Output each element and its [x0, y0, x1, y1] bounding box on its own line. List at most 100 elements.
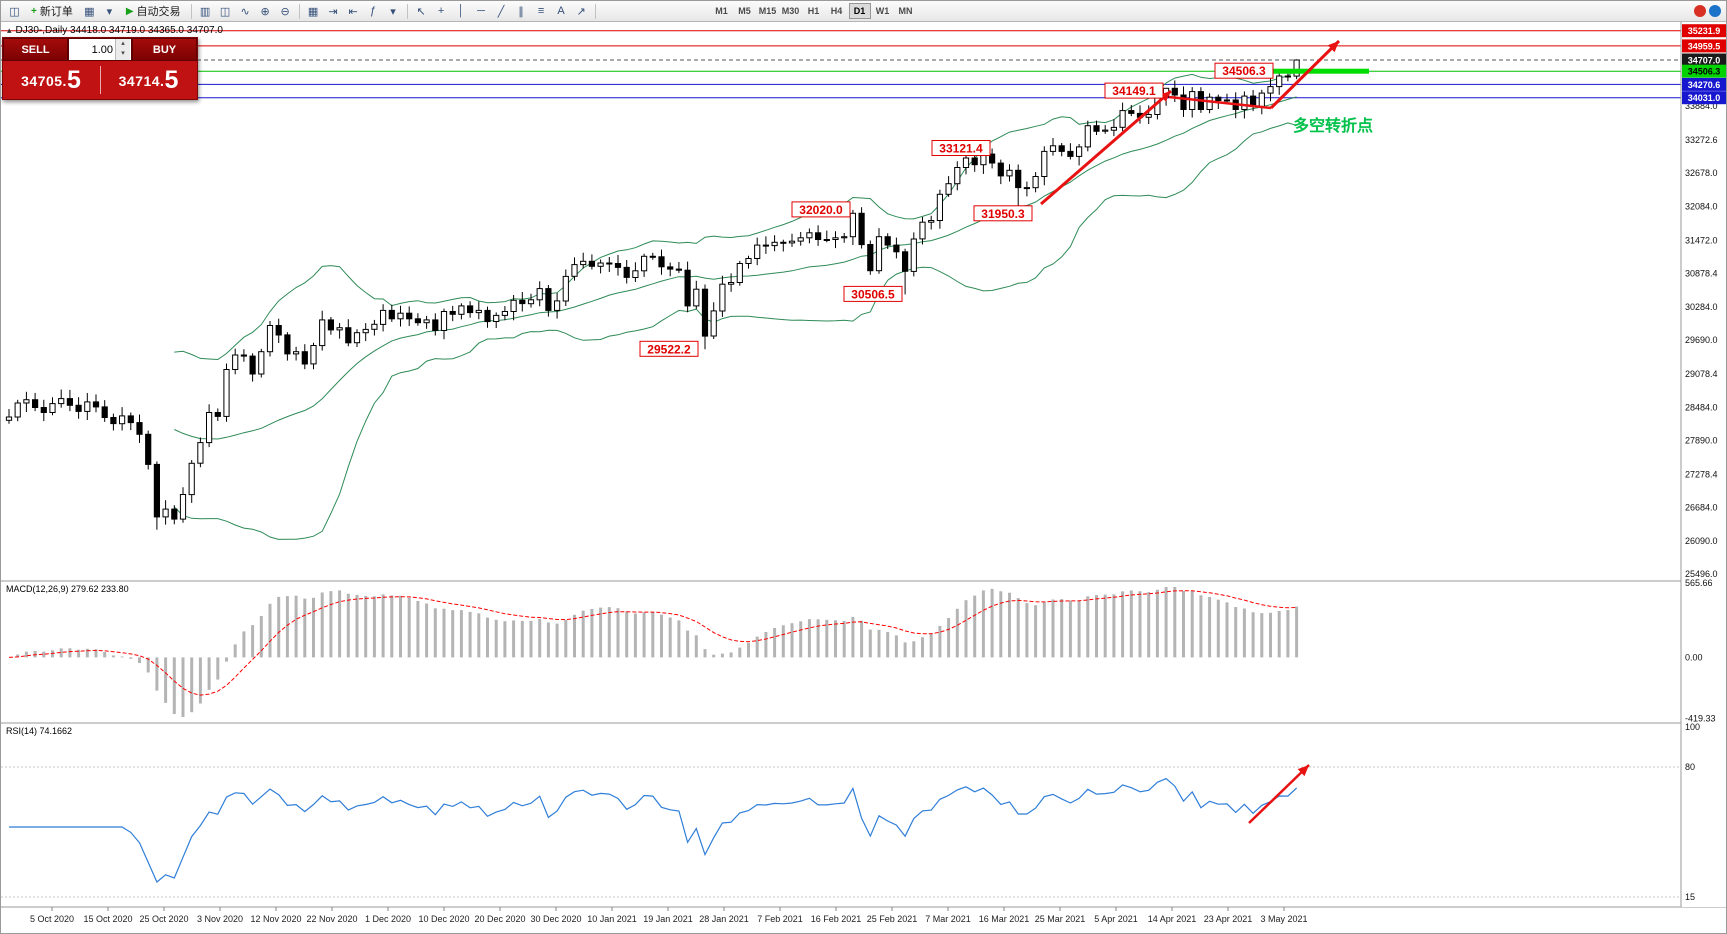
line-chart-icon[interactable]: ∿: [240, 5, 250, 18]
timeframe-d1[interactable]: D1: [848, 3, 871, 19]
svg-text:34506.3: 34506.3: [1222, 64, 1266, 78]
indicators-icon[interactable]: ƒ: [369, 5, 377, 17]
svg-text:10 Dec 2020: 10 Dec 2020: [418, 914, 469, 924]
svg-text:25 Feb 2021: 25 Feb 2021: [867, 914, 918, 924]
svg-text:34149.1: 34149.1: [1112, 84, 1156, 98]
chart-symbol-icon: ▴: [7, 25, 12, 35]
chart-background: [1, 22, 1726, 933]
ask-price: 34714.5: [118, 65, 179, 94]
volume-down-icon[interactable]: ▾: [121, 50, 125, 57]
volume-input[interactable]: [69, 39, 115, 60]
candlestick-chart-icon[interactable]: ◫: [219, 5, 231, 18]
toolbar: ◫ + 新订单 ▦ ▾ ▶ 自动交易 ▥ ◫ ∿ ⊕ ⊖ ▦ ⇥ ⇤ ƒ ▾ ↖ + │ ─ ╱ ∥ ≡ A ↗ M1 M5 M15 M3…: [1, 1, 1726, 22]
toolbar-separator: [190, 3, 192, 19]
svg-text:100: 100: [1685, 722, 1700, 732]
horizontal-lines[interactable]: [1, 30, 1681, 99]
tile-windows-icon[interactable]: ▦: [307, 5, 319, 18]
svg-text:30878.4: 30878.4: [1685, 269, 1718, 279]
svg-text:26684.0: 26684.0: [1685, 503, 1718, 513]
metaeditor-icon[interactable]: ▦: [84, 5, 95, 18]
new-order-button-label: 新订单: [39, 6, 73, 18]
bollinger-middle-band: [174, 96, 1297, 440]
trendline-icon[interactable]: ╱: [497, 5, 505, 18]
indicators-caret-icon[interactable]: ▾: [390, 5, 396, 18]
turning-point-note[interactable]: 多空转折点: [1293, 116, 1373, 135]
volume-spinner: ▴ ▾: [115, 39, 130, 60]
new-chart-icon[interactable]: ◫: [9, 5, 20, 18]
channel-icon[interactable]: ∥: [518, 5, 524, 18]
timeframe-m5[interactable]: M5: [738, 6, 751, 16]
macd-label: MACD(12,26,9) 279.62 233.80: [6, 584, 129, 594]
auto-trading-button-icon: ▶: [125, 5, 134, 17]
price-annotations[interactable]: 34506.3 34149.1 33121.4 32020.0 31950.3 30506…: [639, 62, 1274, 357]
toolbar-separator: [406, 3, 408, 19]
svg-text:25496.0: 25496.0: [1685, 569, 1718, 579]
price-axis[interactable]: 33884.0 33272.6 32678.0 32084.0 31472.0 30878…: [1680, 22, 1727, 907]
svg-text:28 Jan 2021: 28 Jan 2021: [699, 914, 749, 924]
trend-arrows[interactable]: [1040, 39, 1341, 206]
svg-text:80: 80: [1685, 762, 1695, 772]
svg-text:1 Dec 2020: 1 Dec 2020: [365, 914, 411, 924]
svg-text:7 Feb 2021: 7 Feb 2021: [757, 914, 803, 924]
profiles-caret-icon[interactable]: ▾: [106, 5, 113, 18]
svg-text:29690.0: 29690.0: [1685, 335, 1718, 345]
svg-text:25 Mar 2021: 25 Mar 2021: [1035, 914, 1086, 924]
timeframe-mn[interactable]: MN: [898, 6, 913, 16]
svg-text:0.00: 0.00: [1685, 652, 1703, 662]
new-order-button-icon: +: [31, 5, 37, 17]
rsi-panel[interactable]: [1, 764, 1681, 898]
svg-text:31472.0: 31472.0: [1685, 236, 1718, 246]
date-axis[interactable]: 5 Oct 2020 15 Oct 2020 25 Oct 2020 3 Nov 20…: [30, 907, 1308, 924]
bollinger-upper-band: [174, 68, 1297, 361]
thick-green-line[interactable]: [1269, 68, 1369, 74]
timeframe-w1[interactable]: W1: [875, 6, 890, 16]
svg-text:16 Feb 2021: 16 Feb 2021: [811, 914, 862, 924]
sell-button[interactable]: SELL: [3, 38, 68, 61]
svg-text:32084.0: 32084.0: [1685, 201, 1718, 211]
buy-button[interactable]: BUY: [132, 38, 197, 61]
vertical-line-icon[interactable]: │: [457, 5, 465, 17]
svg-text:32020.0: 32020.0: [799, 203, 843, 217]
bar-chart-icon[interactable]: ▥: [199, 5, 211, 18]
svg-text:22 Nov 2020: 22 Nov 2020: [306, 914, 357, 924]
svg-text:34506.3: 34506.3: [1688, 67, 1721, 77]
arrows-tool-icon[interactable]: ↗: [576, 5, 586, 18]
cursor-icon[interactable]: ↖: [416, 5, 426, 18]
svg-text:3 May 2021: 3 May 2021: [1260, 914, 1307, 924]
chart-ohlc-text: DJ30-,Daily 34418.0 34719.0 34365.0 3470…: [15, 25, 223, 36]
svg-text:29078.4: 29078.4: [1685, 369, 1718, 379]
horizontal-line-icon[interactable]: ─: [477, 5, 485, 17]
bollinger-bands: [173, 68, 1297, 540]
svg-text:32678.0: 32678.0: [1685, 168, 1718, 178]
zoom-in-icon[interactable]: ⊕: [260, 5, 270, 18]
community-icon[interactable]: [1709, 5, 1721, 17]
svg-text:33884.0: 33884.0: [1685, 101, 1718, 111]
auto-trading-button[interactable]: ▶ 自动交易: [120, 3, 187, 20]
candlesticks[interactable]: [5, 59, 1300, 530]
svg-text:27278.4: 27278.4: [1685, 470, 1718, 480]
chart-canvas[interactable]: 多空转折点 34506.3 34149.1 33121.4 32020.0 31950.3…: [1, 22, 1727, 934]
text-tool-icon[interactable]: A: [557, 5, 565, 17]
zoom-out-icon[interactable]: ⊖: [280, 5, 290, 18]
chart-shift-icon[interactable]: ⇤: [348, 5, 358, 18]
new-order-button[interactable]: + 新订单: [25, 3, 79, 20]
svg-text:20 Dec 2020: 20 Dec 2020: [474, 914, 525, 924]
volume-field: ▴ ▾: [68, 38, 132, 61]
auto-scroll-icon[interactable]: ⇥: [328, 5, 338, 18]
timeframe-m30[interactable]: M30: [781, 6, 800, 16]
crosshair-icon[interactable]: +: [437, 5, 445, 17]
timeframe-h1[interactable]: H1: [807, 6, 820, 16]
svg-text:565.66: 565.66: [1685, 578, 1713, 588]
volume-up-icon[interactable]: ▴: [121, 40, 125, 47]
rsi-label: RSI(14) 74.1662: [6, 726, 73, 736]
svg-text:30506.5: 30506.5: [851, 287, 895, 301]
timeframe-h4[interactable]: H4: [830, 6, 843, 16]
fibonacci-icon[interactable]: ≡: [537, 5, 545, 17]
alert-icon[interactable]: [1694, 5, 1706, 17]
timeframe-m1[interactable]: M1: [715, 6, 728, 16]
svg-text:28484.0: 28484.0: [1685, 402, 1718, 412]
timeframe-m15[interactable]: M15: [758, 6, 777, 16]
svg-text:34270.6: 34270.6: [1688, 80, 1721, 90]
macd-panel[interactable]: [8, 587, 1299, 717]
